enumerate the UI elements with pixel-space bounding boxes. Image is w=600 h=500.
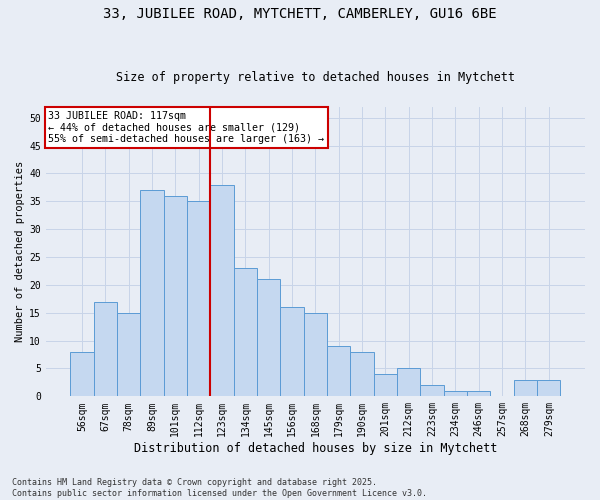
Bar <box>467 391 490 396</box>
Bar <box>257 280 280 396</box>
Text: 33, JUBILEE ROAD, MYTCHETT, CAMBERLEY, GU16 6BE: 33, JUBILEE ROAD, MYTCHETT, CAMBERLEY, G… <box>103 8 497 22</box>
Bar <box>70 352 94 397</box>
Bar <box>164 196 187 396</box>
Bar <box>397 368 421 396</box>
Y-axis label: Number of detached properties: Number of detached properties <box>15 161 25 342</box>
X-axis label: Distribution of detached houses by size in Mytchett: Distribution of detached houses by size … <box>134 442 497 455</box>
Bar <box>94 302 117 396</box>
Bar <box>421 385 444 396</box>
Bar <box>327 346 350 397</box>
Bar <box>233 268 257 396</box>
Bar <box>304 312 327 396</box>
Bar <box>537 380 560 396</box>
Bar <box>444 391 467 396</box>
Bar <box>280 307 304 396</box>
Bar <box>350 352 374 397</box>
Text: 33 JUBILEE ROAD: 117sqm
← 44% of detached houses are smaller (129)
55% of semi-d: 33 JUBILEE ROAD: 117sqm ← 44% of detache… <box>49 111 325 144</box>
Bar <box>117 312 140 396</box>
Bar <box>140 190 164 396</box>
Text: Contains HM Land Registry data © Crown copyright and database right 2025.
Contai: Contains HM Land Registry data © Crown c… <box>12 478 427 498</box>
Bar <box>211 184 233 396</box>
Title: Size of property relative to detached houses in Mytchett: Size of property relative to detached ho… <box>116 72 515 85</box>
Bar <box>374 374 397 396</box>
Bar <box>514 380 537 396</box>
Bar <box>187 202 211 396</box>
